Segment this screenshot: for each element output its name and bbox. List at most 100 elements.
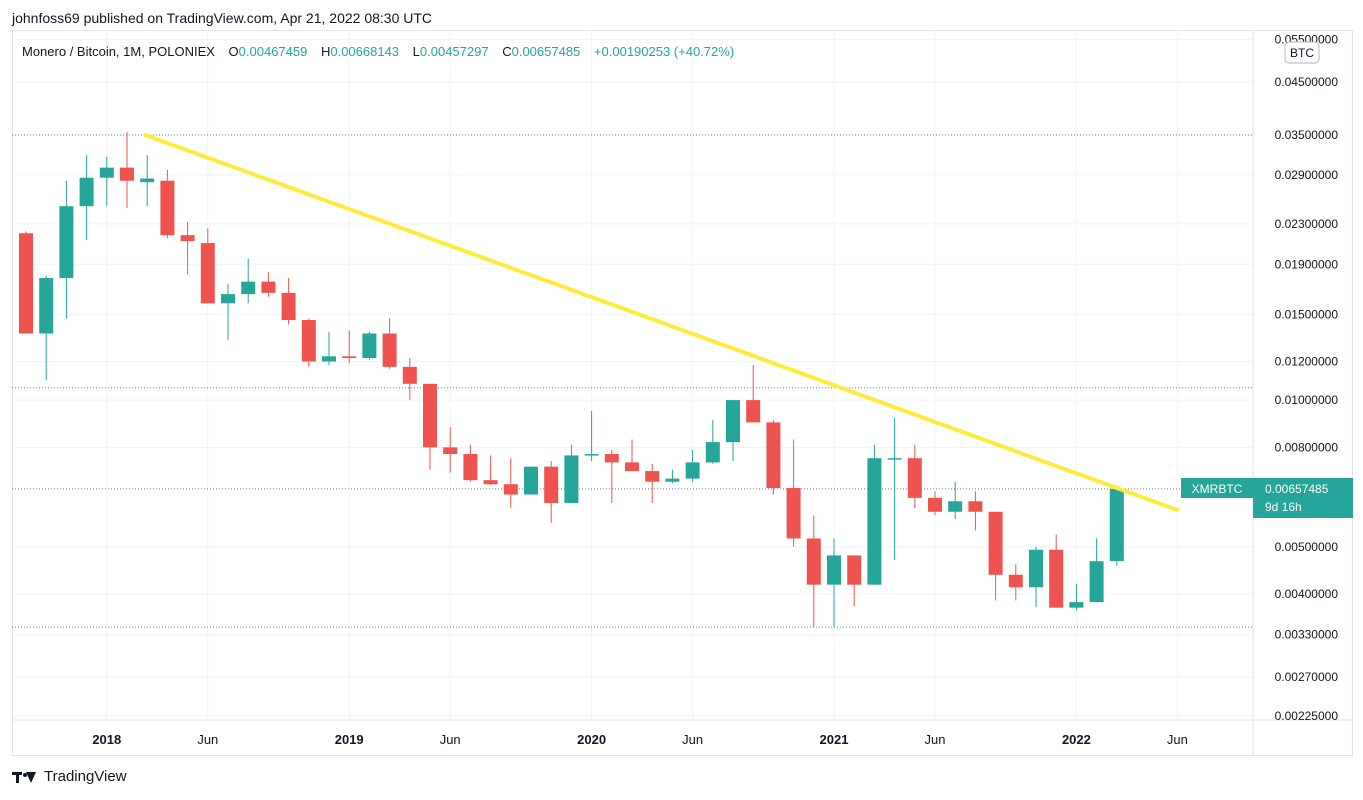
close-value: 0.00657485: [511, 44, 581, 59]
horizontal-levels: [12, 134, 1253, 628]
candle-body: [665, 478, 680, 482]
candle-body: [140, 178, 155, 183]
candle-body: [928, 497, 942, 512]
candle-body: [1069, 602, 1084, 608]
candle-body: [120, 167, 134, 181]
candle: [1029, 546, 1043, 608]
tradingview-logo-icon: [12, 770, 38, 784]
candle-body: [1089, 561, 1104, 603]
time-tick-label: 2022: [1062, 732, 1091, 747]
candle: [402, 358, 417, 401]
candle: [665, 469, 680, 484]
candle-body: [746, 400, 761, 423]
candle: [746, 365, 761, 423]
candle-body: [1049, 549, 1064, 608]
candle: [503, 458, 518, 509]
symbol-title: Monero / Bitcoin, 1M, POLONIEX: [22, 44, 215, 59]
candle-body: [968, 501, 983, 512]
candle-body: [584, 454, 599, 456]
time-tick-label: Jun: [440, 732, 461, 747]
candle: [1008, 564, 1023, 601]
chart-frame[interactable]: [12, 30, 1353, 756]
candle-body: [907, 458, 922, 498]
candle: [928, 491, 942, 516]
open-label: O: [228, 44, 239, 59]
price-tick-label: 0.00330000: [1275, 628, 1339, 642]
candle: [968, 491, 983, 531]
candle: [261, 272, 276, 297]
time-tick-label: 2019: [335, 732, 364, 747]
change-value: +0.00190253 (+40.72%): [593, 44, 735, 59]
candle: [564, 444, 579, 503]
candle: [301, 318, 316, 367]
candle: [988, 511, 1003, 601]
candle-body: [503, 484, 518, 495]
candle: [806, 515, 821, 628]
candle-body: [524, 466, 538, 495]
candle: [342, 330, 357, 364]
currency-badge-label: BTC: [1290, 46, 1314, 60]
candle-body: [483, 480, 498, 485]
candle: [39, 275, 54, 380]
candle: [1049, 534, 1064, 608]
footer-branding[interactable]: TradingView: [12, 768, 127, 785]
candle-body: [847, 555, 862, 585]
candle: [1109, 485, 1124, 566]
candle: [322, 331, 336, 366]
candle: [887, 417, 902, 560]
candle: [786, 439, 801, 547]
trendline: [143, 133, 1180, 512]
symbol-tag-bg: [1181, 478, 1253, 498]
candle: [584, 410, 599, 461]
candle-body: [221, 294, 235, 304]
candle: [726, 400, 740, 461]
candle: [1069, 583, 1084, 611]
trendline-layer: [143, 133, 1180, 512]
currency-badge[interactable]: BTC: [1284, 41, 1320, 64]
candle: [685, 449, 700, 482]
candle: [221, 284, 235, 340]
candle: [200, 228, 215, 304]
price-tick-label: 0.01000000: [1275, 393, 1339, 407]
candle: [705, 420, 720, 464]
time-tick-label: Jun: [682, 732, 703, 747]
open-value: 0.00467459: [238, 44, 308, 59]
candle-body: [685, 462, 700, 479]
candle-body: [301, 320, 316, 362]
candle: [423, 383, 437, 470]
candle: [362, 331, 377, 360]
price-axis: 0.055000000.045000000.035000000.02900000…: [1275, 32, 1339, 722]
candle: [524, 466, 538, 495]
candle-body: [604, 454, 619, 463]
candle-body: [59, 206, 74, 279]
candle: [847, 555, 862, 606]
candle-body: [160, 180, 175, 236]
price-tick-label: 0.04500000: [1275, 75, 1339, 89]
candle: [463, 444, 478, 482]
brand-name: TradingView: [44, 768, 127, 785]
candle-body: [887, 458, 902, 460]
candle: [645, 463, 660, 503]
candle-body: [766, 422, 781, 489]
candle-body: [948, 501, 963, 512]
candle: [948, 481, 963, 520]
candle: [79, 155, 94, 241]
candle-body: [241, 281, 256, 295]
published-by-line: johnfoss69 published on TradingView.com,…: [12, 10, 433, 26]
low-label: L: [412, 44, 420, 59]
candle-body: [200, 243, 215, 304]
candle: [120, 131, 134, 208]
candle: [180, 222, 195, 275]
candle-body: [99, 167, 114, 178]
candles: [19, 131, 1124, 628]
candle: [1089, 538, 1104, 603]
candle-body: [625, 462, 639, 472]
candle-body: [1029, 549, 1043, 588]
candle-body: [342, 356, 357, 359]
price-tick-label: 0.00400000: [1275, 587, 1339, 601]
candle: [19, 231, 33, 334]
candle-body: [1008, 574, 1023, 588]
candle-body: [39, 278, 54, 334]
candle: [544, 460, 559, 523]
